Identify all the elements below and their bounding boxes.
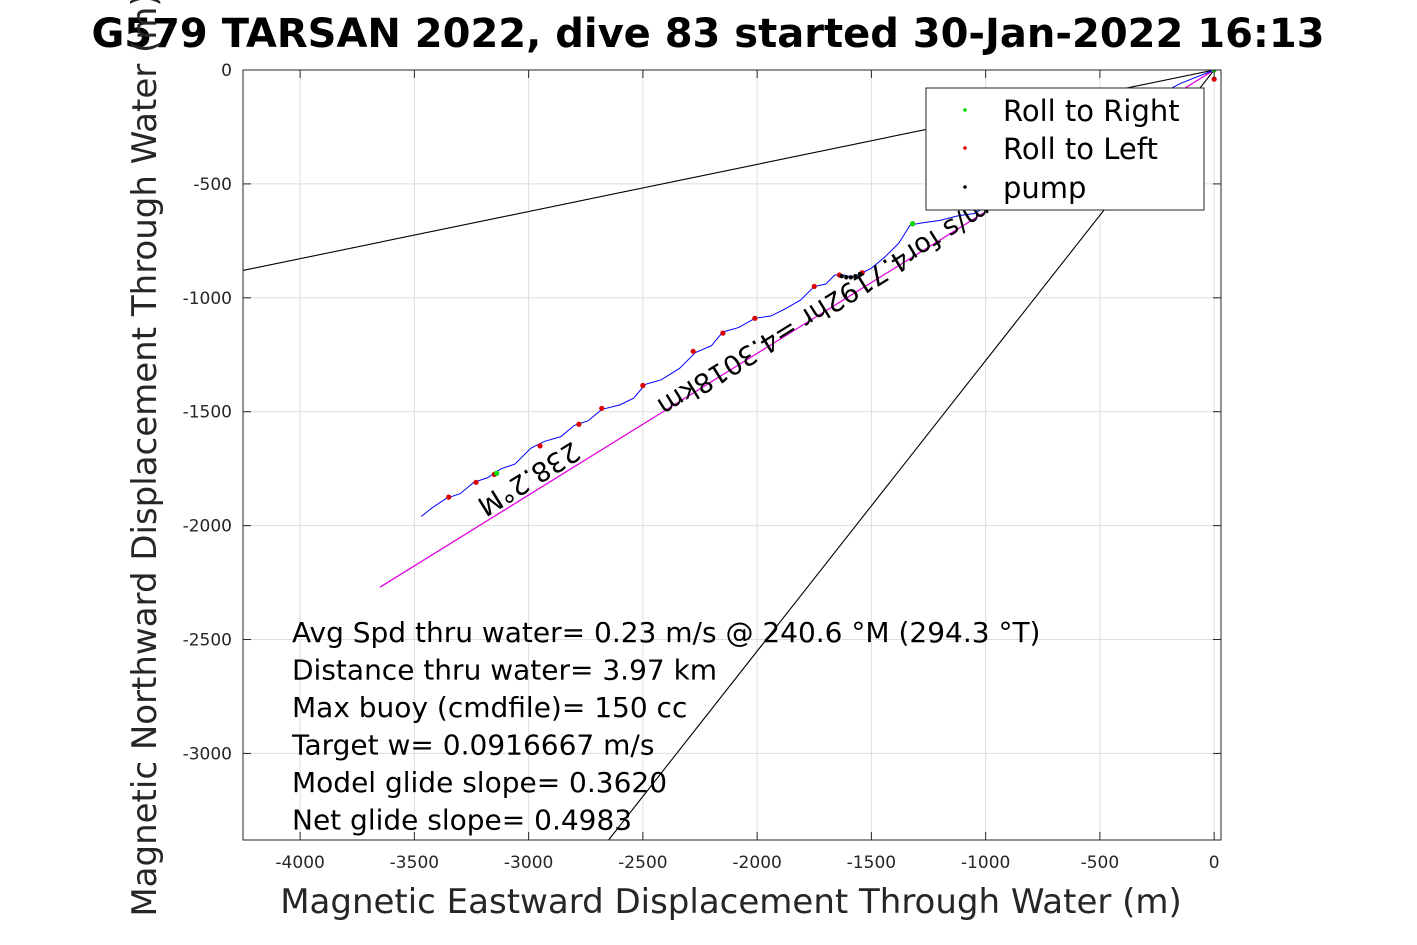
x-tick-label: -4000	[275, 853, 324, 873]
summary-note: Target w= 0.0916667 m/s	[291, 729, 654, 762]
x-tick-label: -3000	[504, 853, 553, 873]
y-tick-label: -2000	[183, 517, 232, 537]
pump-point	[839, 273, 844, 279]
summary-note: Net glide slope= 0.4983	[292, 804, 632, 837]
roll-left-point	[752, 315, 758, 321]
roll-right-point	[909, 221, 916, 227]
legend-label-roll-left: Roll to Left	[1003, 132, 1158, 166]
legend-label-roll-right: Roll to Right	[1003, 94, 1180, 128]
summary-note: Avg Spd thru water= 0.23 m/s @ 240.6 °M …	[292, 616, 1040, 649]
y-axis-label: Magnetic Northward Displacement Through …	[125, 0, 165, 917]
roll-left-point	[446, 494, 452, 500]
chart-title: G579 TARSAN 2022, dive 83 started 30-Jan…	[91, 11, 1324, 57]
roll-left-point	[690, 348, 696, 354]
roll-left-point	[720, 330, 726, 336]
x-tick-label: -1500	[847, 853, 896, 873]
pump-point	[848, 275, 854, 280]
roll-left-point	[473, 479, 479, 485]
x-tick-label: -500	[1081, 853, 1120, 873]
roll-right-point	[494, 470, 500, 476]
y-tick-label: 0	[221, 61, 232, 81]
legend-marker-roll-left	[963, 146, 967, 150]
markers-group	[446, 70, 1217, 500]
summary-note: Max buoy (cmdfile)= 150 cc	[292, 691, 687, 724]
legend: Roll to Right Roll to Left pump	[925, 87, 1205, 211]
y-tick-label: -3000	[183, 744, 232, 764]
pump-point	[853, 273, 858, 279]
x-tick-label: -3500	[390, 853, 439, 873]
roll-left-point	[1211, 76, 1217, 82]
x-tick-label: -2500	[618, 853, 667, 873]
legend-label-pump: pump	[1003, 171, 1086, 205]
pump-point	[857, 271, 863, 277]
roll-left-point	[811, 283, 817, 290]
y-tick-label: -1500	[183, 403, 232, 423]
pump-point	[844, 275, 849, 280]
roll-left-point	[599, 405, 605, 411]
legend-box	[925, 87, 1205, 211]
legend-marker-roll-right	[963, 108, 967, 112]
roll-left-point	[640, 382, 646, 389]
ticks-group: -4000 -3500 -3000 -2500 -2000 -1500 -1000 -500 0…	[183, 61, 1221, 873]
plot-frame	[242, 69, 1222, 841]
x-axis-label: Magnetic Eastward Displacement Through W…	[280, 882, 1182, 922]
legend-marker-pump	[963, 185, 967, 189]
notes-group: Avg Spd thru water= 0.23 m/s @ 240.6 °M …	[291, 616, 1040, 837]
y-tick-label: -500	[193, 175, 232, 195]
roll-left-point	[537, 443, 543, 449]
y-tick-label: -1000	[183, 289, 232, 309]
roll-left-point	[576, 421, 582, 427]
x-tick-label: -1000	[961, 853, 1010, 873]
summary-note: Distance thru water= 3.97 km	[292, 654, 717, 687]
x-tick-label: -2000	[732, 853, 781, 873]
summary-note: Model glide slope= 0.3620	[292, 766, 667, 799]
x-tick-label: 0	[1209, 853, 1220, 873]
y-tick-label: -2500	[183, 631, 232, 651]
